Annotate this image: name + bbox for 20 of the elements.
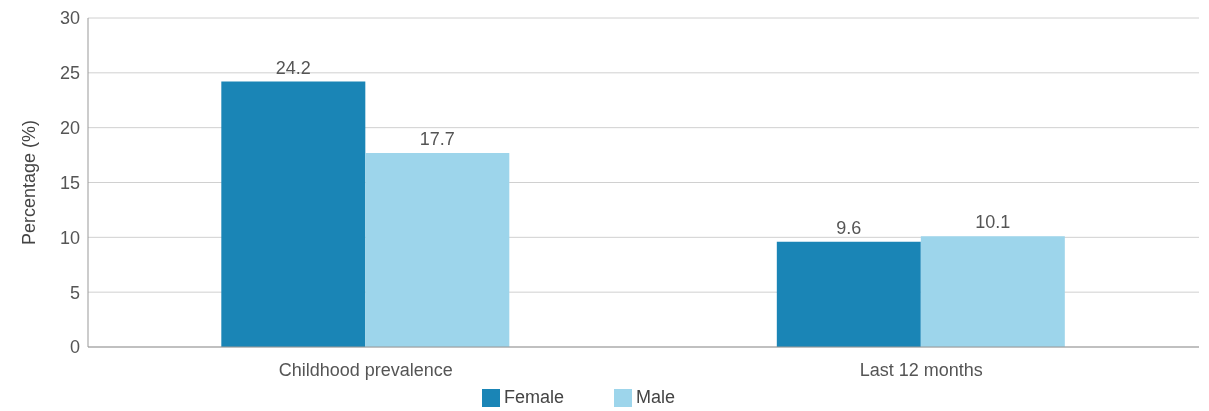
y-tick-label: 25: [59, 63, 80, 84]
data-label: 10.1: [975, 212, 1011, 233]
x-tick-label: Childhood prevalence: [278, 359, 453, 380]
y-tick-label: 20: [59, 118, 80, 139]
legend-label: Female: [503, 387, 564, 407]
bar: [776, 241, 921, 347]
y-tick-label: 10: [59, 227, 80, 248]
data-label: 9.6: [836, 217, 862, 238]
bar: [920, 236, 1065, 347]
y-tick-label: 0: [69, 337, 80, 358]
y-tick-label: 15: [59, 172, 80, 193]
bar: [221, 81, 366, 347]
data-label: 24.2: [275, 57, 311, 78]
y-axis-title: Percentage (%): [18, 119, 39, 246]
y-tick-label: 30: [59, 8, 80, 29]
data-label: 17.7: [419, 128, 455, 149]
x-tick-label: Last 12 months: [859, 359, 983, 380]
bar: [365, 152, 510, 347]
y-tick-label: 5: [69, 282, 80, 303]
legend-label: Male: [636, 387, 676, 407]
